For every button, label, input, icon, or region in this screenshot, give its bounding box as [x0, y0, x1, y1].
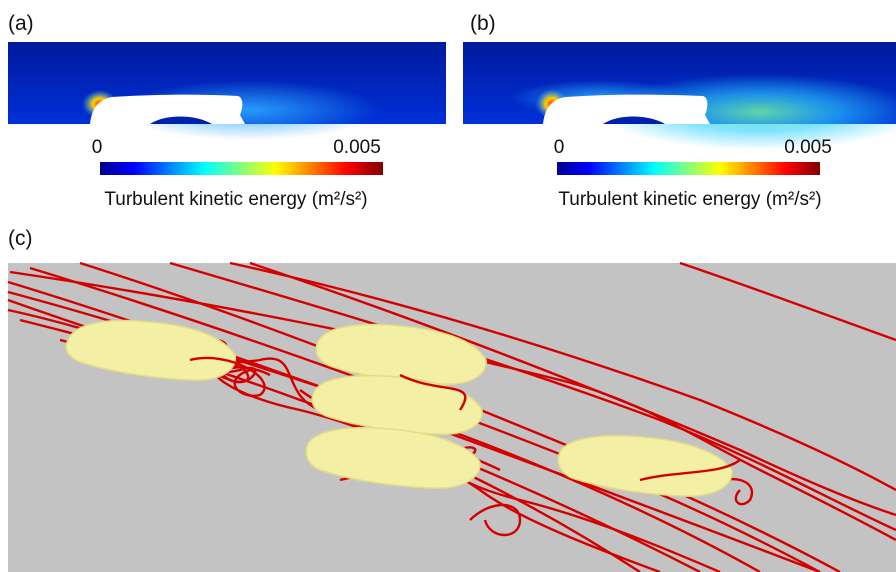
colorbar — [557, 162, 820, 175]
colorbar-tick: 0.005 — [333, 137, 381, 158]
colorbar-title: Turbulent kinetic energy (m²/s²) — [104, 189, 367, 210]
panel-label: (b) — [470, 12, 496, 35]
field-image — [463, 42, 896, 150]
colorbar-tick: 0 — [92, 137, 103, 158]
colorbar — [100, 162, 383, 175]
colorbar-tick: 0.005 — [784, 137, 832, 158]
field-image — [8, 42, 446, 140]
colorbar-tick: 0 — [554, 137, 565, 158]
colorbar-title: Turbulent kinetic energy (m²/s²) — [558, 189, 821, 210]
panel-label: (a) — [8, 12, 34, 35]
panel-label: (c) — [8, 227, 33, 250]
figure: (a) 0 0.005 Turbulent kinetic energy (m²… — [0, 0, 896, 572]
streamline-image — [8, 263, 896, 572]
